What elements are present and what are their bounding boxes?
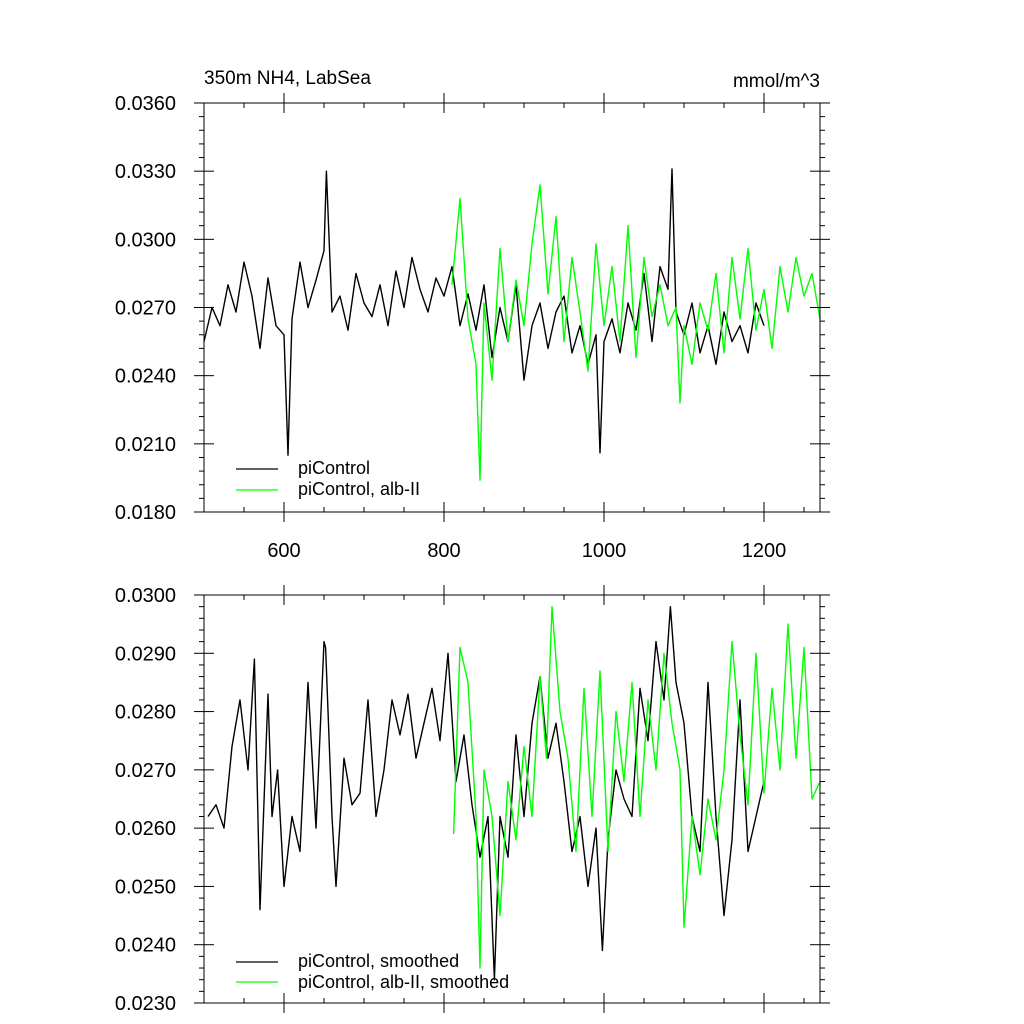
- top-chart-panel: 350m NH4, LabSea mmol/m^3 600 800 1000 1200…: [115, 68, 830, 562]
- top-plot-area: 600 800 1000 1200 0.0180 0.0210 0.0240 0.0270 0.…: [115, 93, 830, 562]
- legend-label-picontrol: piControl: [298, 458, 370, 478]
- bottom-series-line-picontrol-alb-ii-smoothed: [452, 606, 821, 969]
- top-y-tick-label: 0.0330: [115, 161, 176, 183]
- bottom-series-line-picontrol-smoothed: [207, 606, 765, 981]
- bottom-plot-frame: [203, 594, 821, 1004]
- bottom-y-tick-label: 0.0260: [115, 818, 176, 840]
- top-y-tick-label: 0.0210: [115, 434, 176, 456]
- bottom-legend: piControl, smoothed piControl, alb-II, s…: [236, 951, 509, 992]
- bottom-plot-area: 0.0230 0.0240 0.0250 0.0260 0.0270 0.0280 0.02…: [115, 585, 830, 1015]
- bottom-y-tick-label: 0.0270: [115, 760, 176, 782]
- top-y-tick-label: 0.0180: [115, 502, 176, 524]
- bottom-y-tick-label: 0.0300: [115, 585, 176, 607]
- bottom-y-tick-label: 0.0240: [115, 935, 176, 957]
- bottom-y-tick-label: 0.0290: [115, 643, 176, 665]
- top-chart-units: mmol/m^3: [733, 71, 820, 92]
- top-chart-title: 350m NH4, LabSea: [204, 68, 371, 89]
- top-x-tick-label: 1000: [582, 540, 627, 562]
- top-y-tick-label: 0.0270: [115, 298, 176, 320]
- top-x-tick-label: 800: [427, 540, 460, 562]
- bottom-y-tick-label: 0.0280: [115, 702, 176, 724]
- top-y-tick-label: 0.0240: [115, 366, 176, 388]
- top-x-tick-label: 1200: [742, 540, 787, 562]
- top-series-line-picontrol-alb-ii: [451, 184, 821, 481]
- top-y-tick-label: 0.0360: [115, 93, 176, 115]
- bottom-chart-panel: 0.0230 0.0240 0.0250 0.0260 0.0270 0.0280 0.02…: [115, 585, 830, 1015]
- legend-label-picontrol-smoothed: piControl, smoothed: [298, 951, 459, 971]
- bottom-y-tick-label: 0.0230: [115, 993, 176, 1015]
- legend-label-picontrol-alb-ii-smoothed: piControl, alb-II, smoothed: [298, 972, 509, 992]
- bottom-y-tick-label: 0.0250: [115, 876, 176, 898]
- legend-label-picontrol-alb-ii: piControl, alb-II: [298, 479, 420, 499]
- top-x-tick-label: 600: [267, 540, 300, 562]
- top-series-line-picontrol: [203, 168, 765, 456]
- top-legend: piControl piControl, alb-II: [236, 458, 420, 499]
- top-y-tick-label: 0.0300: [115, 229, 176, 251]
